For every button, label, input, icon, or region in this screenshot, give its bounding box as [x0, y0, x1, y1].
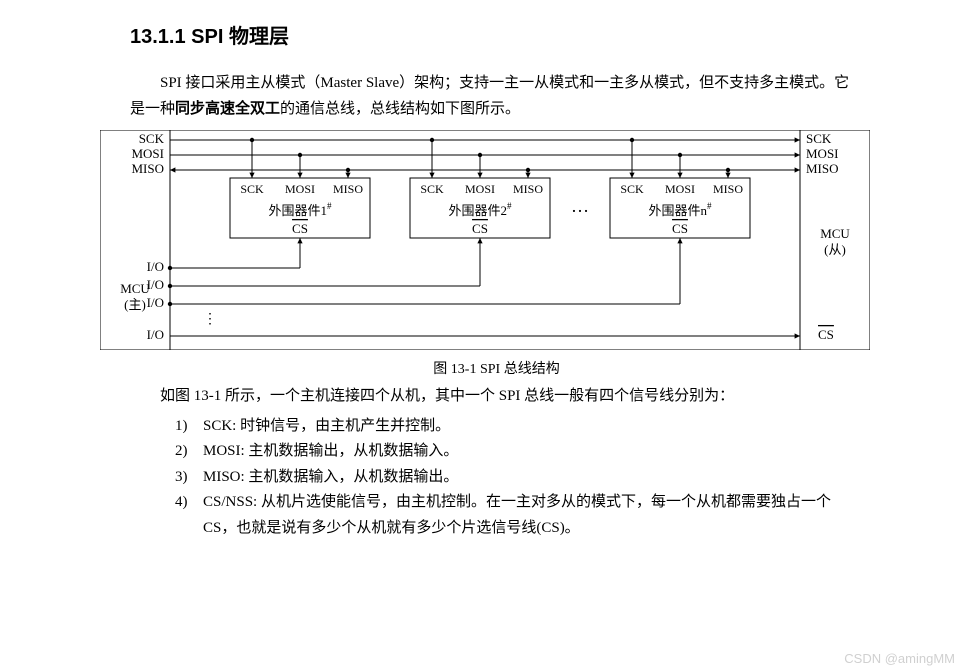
list-number: 3)	[175, 465, 203, 491]
svg-text:I/O: I/O	[147, 259, 164, 274]
spi-bus-diagram: SCKMOSIMISOSCKMOSIMISOSCKMOSIMISO外围器件1#C…	[100, 130, 870, 350]
p1-bold: 同步高速全双工	[175, 101, 280, 117]
svg-text:外围器件n#: 外围器件n#	[648, 201, 712, 218]
svg-text:I/O: I/O	[147, 295, 164, 310]
svg-text:SCK: SCK	[139, 131, 165, 146]
svg-text:MOSI: MOSI	[465, 182, 495, 196]
signal-list: 1)SCK: 时钟信号，由主机产生并控制。2)MOSI: 主机数据输出，从机数据…	[175, 414, 863, 542]
svg-text:CS: CS	[292, 221, 308, 236]
list-number: 4)	[175, 490, 203, 541]
svg-text:MCU: MCU	[120, 281, 150, 296]
svg-text:…: …	[571, 196, 589, 216]
svg-text:MOSI: MOSI	[806, 146, 839, 161]
svg-text:(主): (主)	[124, 297, 146, 312]
svg-text:SCK: SCK	[420, 182, 444, 196]
svg-text:CS: CS	[818, 327, 834, 342]
svg-text:I/O: I/O	[147, 327, 164, 342]
svg-text:SCK: SCK	[806, 131, 832, 146]
section-heading: 13.1.1 SPI 物理层	[130, 20, 863, 49]
paragraph-2: 如图 13-1 所示，一个主机连接四个从机，其中一个 SPI 总线一般有四个信号…	[130, 384, 863, 410]
svg-text:SCK: SCK	[620, 182, 644, 196]
list-text: SCK: 时钟信号，由主机产生并控制。	[203, 414, 863, 440]
list-number: 2)	[175, 439, 203, 465]
paragraph-1: SPI 接口采用主从模式（Master Slave）架构；支持一主一从模式和一主…	[130, 71, 863, 122]
list-text: MOSI: 主机数据输出，从机数据输入。	[203, 439, 863, 465]
svg-text:MISO: MISO	[713, 182, 743, 196]
svg-text:⋮: ⋮	[203, 312, 217, 327]
svg-text:(从): (从)	[824, 242, 846, 257]
svg-text:CS: CS	[672, 221, 688, 236]
list-text: MISO: 主机数据输入，从机数据输出。	[203, 465, 863, 491]
list-item: 3)MISO: 主机数据输入，从机数据输出。	[175, 465, 863, 491]
svg-text:MCU: MCU	[820, 226, 850, 241]
svg-text:外围器件1#: 外围器件1#	[268, 201, 332, 218]
p1-post: 的通信总线，总线结构如下图所示。	[280, 101, 520, 117]
list-text: CS/NSS: 从机片选使能信号，由主机控制。在一主对多从的模式下，每一个从机都…	[203, 490, 863, 541]
svg-text:外围器件2#: 外围器件2#	[448, 201, 512, 218]
list-item: 2)MOSI: 主机数据输出，从机数据输入。	[175, 439, 863, 465]
svg-text:MISO: MISO	[513, 182, 543, 196]
figure-caption: 图 13-1 SPI 总线结构	[130, 358, 863, 378]
svg-text:MOSI: MOSI	[285, 182, 315, 196]
list-item: 4)CS/NSS: 从机片选使能信号，由主机控制。在一主对多从的模式下，每一个从…	[175, 490, 863, 541]
svg-text:MOSI: MOSI	[665, 182, 695, 196]
svg-text:MOSI: MOSI	[131, 146, 164, 161]
svg-text:SCK: SCK	[240, 182, 264, 196]
svg-text:MISO: MISO	[131, 161, 164, 176]
list-number: 1)	[175, 414, 203, 440]
svg-text:CS: CS	[472, 221, 488, 236]
list-item: 1)SCK: 时钟信号，由主机产生并控制。	[175, 414, 863, 440]
svg-text:MISO: MISO	[333, 182, 363, 196]
svg-text:MISO: MISO	[806, 161, 839, 176]
watermark: CSDN @amingMM	[844, 651, 955, 666]
